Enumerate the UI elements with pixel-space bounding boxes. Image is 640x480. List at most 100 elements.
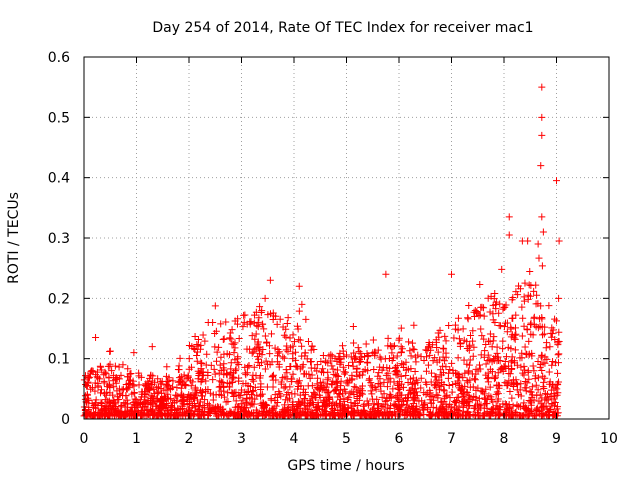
data-point xyxy=(509,402,517,410)
data-point xyxy=(475,406,483,414)
data-point xyxy=(302,315,310,323)
data-point xyxy=(472,396,480,404)
data-point xyxy=(468,370,476,378)
data-point xyxy=(84,391,92,399)
data-point xyxy=(376,353,384,361)
data-point xyxy=(110,383,118,391)
data-point xyxy=(183,375,191,383)
data-point xyxy=(210,365,218,373)
data-point xyxy=(428,392,436,400)
data-point xyxy=(198,392,206,400)
data-point xyxy=(322,357,330,365)
data-point xyxy=(258,390,266,398)
data-point xyxy=(368,390,376,398)
data-point xyxy=(508,411,516,419)
data-point xyxy=(142,391,150,399)
data-point xyxy=(465,412,473,420)
data-point xyxy=(91,399,99,407)
data-point xyxy=(203,350,211,358)
data-point xyxy=(367,381,375,389)
data-point xyxy=(115,363,123,371)
data-point xyxy=(523,379,531,387)
data-point xyxy=(211,302,219,310)
data-point xyxy=(439,353,447,361)
data-point xyxy=(357,385,365,393)
data-point xyxy=(485,411,493,419)
data-point xyxy=(256,303,264,311)
data-point xyxy=(389,385,397,393)
data-point xyxy=(267,330,275,338)
data-point xyxy=(442,349,450,357)
data-point xyxy=(461,397,469,405)
data-point xyxy=(255,355,263,363)
data-point xyxy=(273,320,281,328)
data-point xyxy=(283,320,291,328)
data-point xyxy=(354,344,362,352)
data-point xyxy=(180,371,188,379)
data-point xyxy=(204,368,212,376)
data-point xyxy=(246,401,254,409)
data-point xyxy=(365,376,373,384)
data-point xyxy=(329,405,337,413)
data-point xyxy=(334,366,342,374)
data-point xyxy=(243,399,251,407)
data-point xyxy=(443,391,451,399)
data-point xyxy=(466,402,474,410)
data-point xyxy=(434,408,442,416)
data-point xyxy=(111,362,119,370)
data-point xyxy=(454,314,462,322)
data-point xyxy=(295,307,303,315)
data-point xyxy=(346,389,354,397)
data-point xyxy=(309,408,317,416)
data-point xyxy=(459,325,467,333)
data-point xyxy=(459,393,467,401)
data-point xyxy=(252,330,260,338)
data-point xyxy=(317,357,325,365)
data-point xyxy=(193,348,201,356)
data-point xyxy=(536,315,544,323)
data-point xyxy=(350,383,358,391)
data-point xyxy=(227,408,235,416)
data-point xyxy=(431,382,439,390)
data-point xyxy=(449,380,457,388)
data-point xyxy=(252,372,260,380)
data-point xyxy=(422,367,430,375)
data-point xyxy=(125,384,133,392)
data-point xyxy=(194,335,202,343)
data-point xyxy=(484,351,492,359)
data-point xyxy=(257,309,265,317)
data-point xyxy=(207,406,215,414)
data-point xyxy=(353,364,361,372)
data-point xyxy=(513,361,521,369)
data-point xyxy=(493,388,501,396)
data-point xyxy=(331,387,339,395)
data-point xyxy=(107,406,115,414)
data-point xyxy=(348,388,356,396)
data-point xyxy=(212,327,220,335)
data-point xyxy=(202,377,210,385)
data-point xyxy=(526,388,534,396)
data-point xyxy=(537,360,545,368)
data-point xyxy=(411,353,419,361)
data-points xyxy=(80,83,563,420)
data-point xyxy=(446,365,454,373)
data-point xyxy=(423,346,431,354)
data-point xyxy=(281,401,289,409)
data-point xyxy=(509,376,517,384)
data-point xyxy=(261,365,269,373)
data-point xyxy=(482,360,490,368)
data-point xyxy=(246,394,254,402)
data-point xyxy=(411,406,419,414)
data-point xyxy=(490,357,498,365)
data-point xyxy=(406,375,414,383)
data-point xyxy=(276,390,284,398)
data-point xyxy=(492,305,500,313)
data-point xyxy=(149,372,157,380)
data-point xyxy=(460,336,468,344)
data-point xyxy=(550,395,558,403)
data-point xyxy=(398,345,406,353)
data-point xyxy=(420,357,428,365)
data-point xyxy=(540,384,548,392)
data-point xyxy=(475,361,483,369)
data-point xyxy=(295,282,303,290)
